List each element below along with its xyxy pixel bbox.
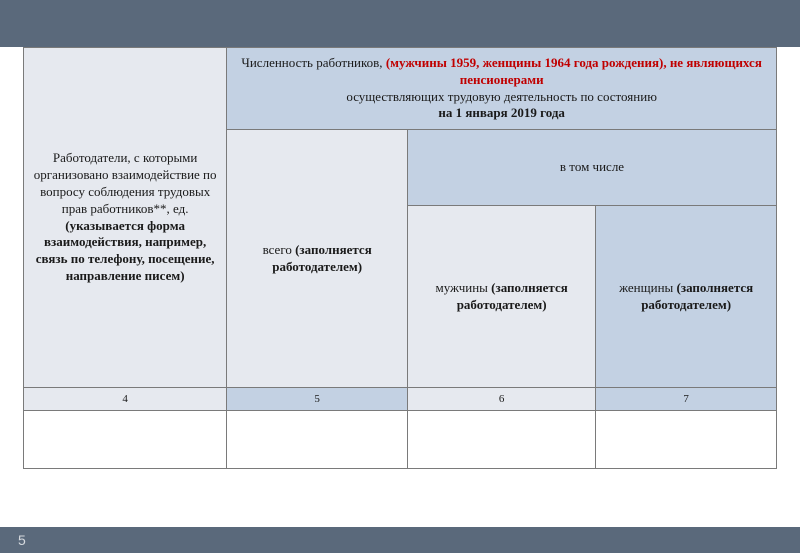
slide: Работодатели, с которыми организовано вз…	[0, 0, 800, 553]
header-part3: на 1 января 2019 года	[438, 105, 565, 120]
col-num-7: 7	[596, 388, 777, 411]
data-table: Работодатели, с которыми организовано вз…	[23, 47, 777, 469]
men-header: мужчины (заполняется работодателем)	[408, 206, 596, 388]
table-container: Работодатели, с которыми организовано вз…	[0, 47, 800, 469]
col1-line2: (указывается форма взаимодействия, напри…	[36, 218, 215, 284]
col1-line1: Работодатели, с которыми организовано вз…	[34, 150, 217, 216]
footer-bar: 5	[0, 527, 800, 553]
top-bar	[0, 0, 800, 47]
vtomchisle-text: в том числе	[560, 159, 624, 174]
empty-cell-3	[408, 411, 596, 469]
women-header: женщины (заполняется работодателем)	[596, 206, 777, 388]
col-num-5: 5	[227, 388, 408, 411]
empty-cell-2	[227, 411, 408, 469]
empty-cell-4	[596, 411, 777, 469]
empty-cell-1	[24, 411, 227, 469]
vtomchisle-header: в том числе	[408, 130, 777, 206]
col-num-4: 4	[24, 388, 227, 411]
col1-header: Работодатели, с которыми организовано вз…	[24, 48, 227, 388]
col-num-6: 6	[408, 388, 596, 411]
header-main: Численность работников, (мужчины 1959, ж…	[227, 48, 777, 130]
vsego-plain: всего	[263, 242, 296, 257]
men-plain: мужчины	[435, 280, 491, 295]
header-part2: осуществляющих трудовую деятельность по …	[346, 89, 657, 104]
page-number: 5	[18, 532, 26, 548]
vsego-header: всего (заполняется работодателем)	[227, 130, 408, 388]
header-part1: Численность работников,	[241, 55, 385, 70]
header-red: (мужчины 1959, женщины 1964 года рождени…	[386, 55, 762, 87]
women-plain: женщины	[619, 280, 676, 295]
